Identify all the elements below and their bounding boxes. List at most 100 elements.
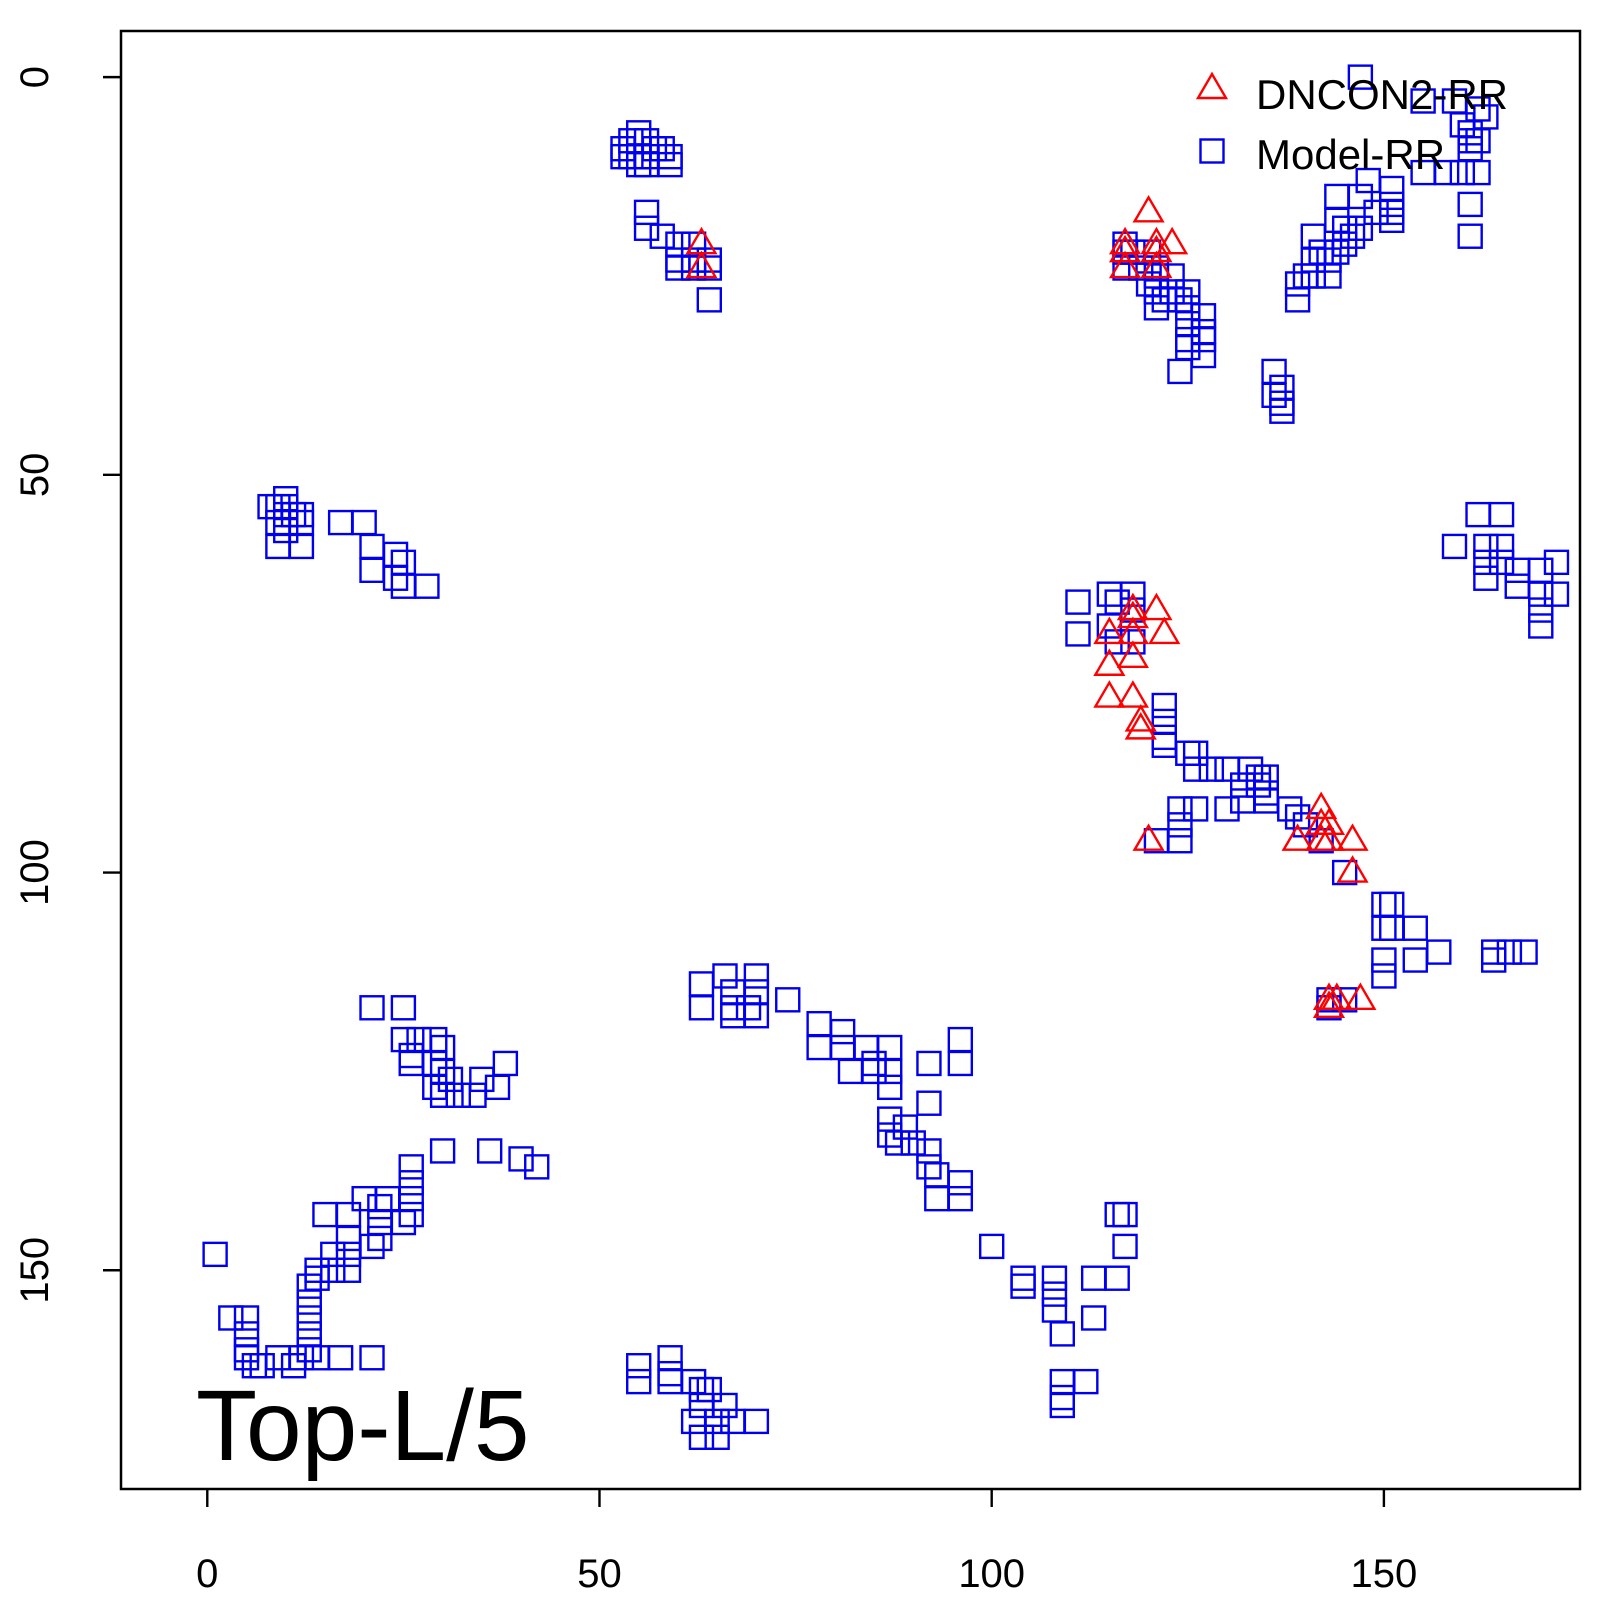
legend-label-dncon2-rr: DNCON2-RR [1256,71,1508,118]
point-model-rr-282 [367,1225,393,1252]
point-dncon2-rr-29 [1132,823,1165,851]
point-dncon2-rr-21 [1124,711,1157,740]
point-model-rr-207 [916,1050,942,1077]
point-dncon2-rr-3 [1108,234,1142,263]
point-model-rr-194 [743,1003,770,1029]
point-model-rr-62 [1457,191,1483,218]
point-dncon2-rr-24 [1312,807,1346,836]
point-dncon2-rr-6 [1140,234,1173,263]
point-model-rr-291 [398,1201,424,1228]
point-model-rr-296 [508,1146,534,1172]
point-model-rr-248 [712,1392,738,1419]
point-model-rr-55 [1300,247,1327,273]
x-tick-label-50: 50 [577,1552,622,1596]
point-model-rr-81 [1175,295,1201,321]
series-dncon2-rr [685,194,1377,1018]
legend: DNCON2-RR Model-RR [1195,71,1508,178]
point-model-rr-113 [382,565,409,591]
point-model-rr-163 [1292,812,1319,838]
point-model-rr-276 [320,1257,346,1283]
point-model-rr-50 [1339,223,1366,249]
point-model-rr-195 [775,987,801,1013]
point-model-rr-298 [359,995,385,1021]
point-model-rr-45 [1363,199,1389,226]
point-dncon2-rr-28 [1336,823,1369,851]
point-model-rr-22 [665,255,691,281]
point-dncon2-rr-19 [1116,680,1149,708]
point-model-rr-252 [743,1408,770,1435]
point-model-rr-222 [978,1233,1005,1260]
x-tick-label-0: 0 [196,1552,218,1596]
point-model-rr-226 [1041,1281,1068,1307]
point-model-rr-69 [1112,255,1138,281]
point-model-rr-64 [1379,207,1405,234]
point-model-rr-206 [877,1074,903,1101]
point-dncon2-rr-30 [1336,855,1369,883]
point-model-rr-278 [320,1241,346,1268]
point-dncon2-rr-16 [1093,648,1126,676]
point-model-rr-262 [249,1353,275,1379]
point-model-rr-159 [1167,796,1193,822]
point-model-rr-25 [696,287,723,313]
point-model-rr-115 [414,573,440,599]
point-model-rr-101 [273,501,299,528]
point-model-rr-88 [1190,342,1217,369]
point-model-rr-104 [273,517,299,544]
point-model-rr-292 [398,1170,424,1196]
point-dncon2-rr-4 [1132,194,1165,223]
point-model-rr-250 [704,1408,730,1435]
point-model-rr-94 [1269,398,1295,424]
point-model-rr-24 [696,255,723,281]
point-model-rr-186 [688,995,715,1021]
point-dncon2-rr-18 [1093,680,1126,708]
point-model-rr-27 [1410,88,1436,114]
point-model-rr-255 [202,1241,228,1268]
point-dncon2-rr-7 [1156,226,1189,255]
point-model-rr-13 [657,151,683,178]
point-model-rr-61 [1284,287,1311,313]
point-model-rr-313 [469,1066,495,1093]
point-model-rr-76 [1159,279,1185,305]
point-model-rr-215 [900,1130,926,1156]
point-model-rr-293 [398,1154,424,1180]
legend-marker-square [1199,138,1225,164]
point-dncon2-rr-14 [1093,616,1126,645]
point-dncon2-rr-33 [1344,982,1377,1011]
point-dncon2-rr-15 [1148,616,1181,645]
point-model-rr-210 [916,1090,942,1116]
point-model-rr-237 [1049,1392,1075,1419]
point-model-rr-225 [1041,1265,1068,1291]
point-model-rr-123 [1473,565,1499,591]
point-model-rr-158 [1182,796,1209,822]
point-model-rr-253 [688,1424,715,1450]
point-model-rr-120 [1488,533,1515,560]
point-dncon2-rr-32 [1320,982,1353,1011]
point-dncon2-rr-20 [1124,704,1157,732]
point-model-rr-204 [861,1058,887,1085]
y-tick-label-50: 50 [13,453,57,498]
point-dncon2-rr-22 [1305,791,1338,820]
point-model-rr-299 [390,995,417,1021]
point-model-rr-89 [1167,358,1193,385]
point-model-rr-70 [1128,255,1154,281]
point-model-rr-150 [1237,756,1264,782]
point-model-rr-137 [1065,621,1091,647]
point-model-rr-270 [296,1273,322,1299]
point-model-rr-295 [476,1138,503,1164]
point-model-rr-126 [1543,549,1570,576]
point-dncon2-rr-34 [1312,990,1346,1018]
point-model-rr-205 [877,1058,903,1085]
point-dncon2-rr-25 [1281,823,1314,851]
point-model-rr-275 [304,1265,330,1291]
point-model-rr-117 [1488,501,1515,528]
point-model-rr-217 [916,1154,942,1180]
point-model-rr-287 [367,1193,393,1220]
series-model-rr [202,64,1570,1450]
point-model-rr-187 [712,963,738,989]
legend-marker-dncon2-rr [1195,71,1229,100]
y-tick-label-0: 0 [13,66,57,88]
x-tick-label-150: 150 [1351,1552,1418,1596]
point-model-rr-134 [1120,581,1146,607]
point-model-rr-219 [947,1170,974,1196]
